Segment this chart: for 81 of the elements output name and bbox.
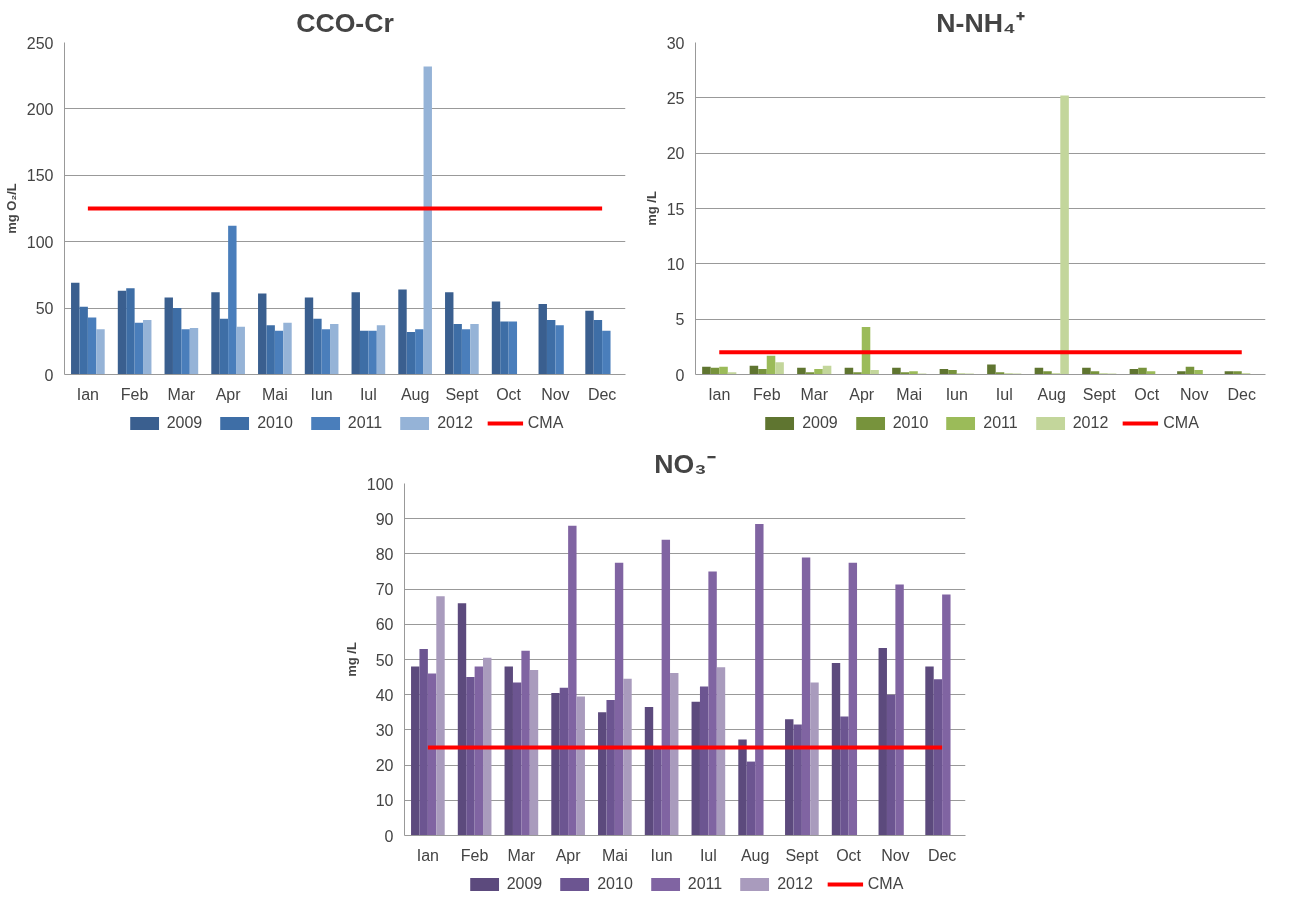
x-tick-label: Mar xyxy=(800,385,829,403)
x-tick-label: Oct xyxy=(1134,385,1160,403)
chart-title: N-NH₄⁺ xyxy=(936,7,1025,38)
x-tick-label: Mar xyxy=(167,385,196,403)
legend-label: CMA xyxy=(867,875,904,893)
legend-label: CMA xyxy=(1163,414,1199,432)
y-tick-label: 80 xyxy=(375,545,394,563)
x-tick-label: Sept xyxy=(785,846,819,864)
x-tick-label: Feb xyxy=(752,385,781,403)
y-tick-label: 50 xyxy=(35,300,54,318)
y-tick-label: 0 xyxy=(675,366,685,384)
x-tick-label: Feb xyxy=(120,385,149,403)
y-axis-title: mg /L xyxy=(643,191,659,226)
y-tick-label: 20 xyxy=(666,145,685,163)
x-tick-label: Ian xyxy=(708,385,731,403)
legend-label: 2009 xyxy=(506,875,543,893)
x-tick-label: Dec xyxy=(927,846,957,864)
x-tick-label: Nov xyxy=(1180,385,1209,403)
y-axis-title: mg O₂/L xyxy=(3,183,19,234)
legend-label: 2012 xyxy=(777,875,813,893)
x-tick-label: Aug xyxy=(740,846,770,864)
x-tick-label: Dec xyxy=(587,385,617,403)
legend-label: 2011 xyxy=(347,414,383,432)
x-tick-label: Iun xyxy=(945,385,968,403)
legend-label: 2010 xyxy=(257,414,293,432)
legend-label: 2009 xyxy=(802,414,838,432)
x-tick-label: Oct xyxy=(836,846,862,864)
y-tick-label: 10 xyxy=(375,792,394,810)
y-tick-label: 0 xyxy=(44,366,54,384)
x-tick-label: Aug xyxy=(400,385,430,403)
y-tick-label: 10 xyxy=(666,255,685,273)
y-tick-label: 5 xyxy=(675,311,685,329)
y-tick-label: 90 xyxy=(375,510,394,528)
x-tick-label: Iul xyxy=(359,385,377,403)
legend-label: 2012 xyxy=(1072,414,1109,432)
y-tick-label: 15 xyxy=(666,200,685,218)
chart-title: NO₃⁻ xyxy=(654,448,716,479)
legend-label: 2011 xyxy=(983,414,1018,432)
x-tick-label: Apr xyxy=(555,846,582,864)
y-tick-label: 100 xyxy=(26,233,54,251)
y-tick-label: 250 xyxy=(26,34,54,52)
x-tick-label: Nov xyxy=(541,385,570,403)
x-tick-label: Mar xyxy=(507,846,536,864)
y-tick-label: 0 xyxy=(384,827,394,845)
x-tick-label: Mai xyxy=(261,385,288,403)
x-tick-label: Ian xyxy=(76,385,99,403)
y-tick-label: 150 xyxy=(26,167,54,185)
y-tick-label: 70 xyxy=(375,581,394,599)
y-tick-label: 40 xyxy=(375,686,394,704)
x-tick-label: Mai xyxy=(896,385,923,403)
x-tick-label: Iun xyxy=(310,385,333,403)
y-tick-label: 200 xyxy=(26,100,54,118)
y-tick-label: 50 xyxy=(375,651,394,669)
y-tick-label: 25 xyxy=(666,89,685,107)
y-tick-label: 30 xyxy=(375,721,394,739)
x-tick-label: Apr xyxy=(215,385,242,403)
y-axis-title: mg /L xyxy=(343,642,359,677)
x-tick-label: Nov xyxy=(881,846,910,864)
y-tick-label: 30 xyxy=(666,34,685,52)
x-tick-label: Dec xyxy=(1227,385,1256,403)
x-tick-label: Feb xyxy=(460,846,489,864)
legend-label: 2012 xyxy=(437,414,473,432)
x-tick-label: Iul xyxy=(699,846,717,864)
legend-label: 2009 xyxy=(166,414,203,432)
legend-label: 2010 xyxy=(597,875,633,893)
x-tick-label: Ian xyxy=(416,846,439,864)
x-tick-label: Iul xyxy=(995,385,1013,403)
legend-label: 2011 xyxy=(687,875,723,893)
x-tick-label: Oct xyxy=(496,385,522,403)
y-tick-label: 100 xyxy=(366,475,394,493)
x-tick-label: Sept xyxy=(445,385,479,403)
x-tick-label: Aug xyxy=(1037,385,1066,403)
x-tick-label: Mai xyxy=(601,846,628,864)
legend-label: CMA xyxy=(527,414,564,432)
x-tick-label: Apr xyxy=(849,385,875,403)
y-tick-label: 20 xyxy=(375,757,394,775)
chart-title: CCO-Cr xyxy=(296,7,394,38)
legend-label: 2010 xyxy=(892,414,929,432)
x-tick-label: Sept xyxy=(1082,385,1117,403)
y-tick-label: 60 xyxy=(375,616,394,634)
x-tick-label: Iun xyxy=(650,846,673,864)
